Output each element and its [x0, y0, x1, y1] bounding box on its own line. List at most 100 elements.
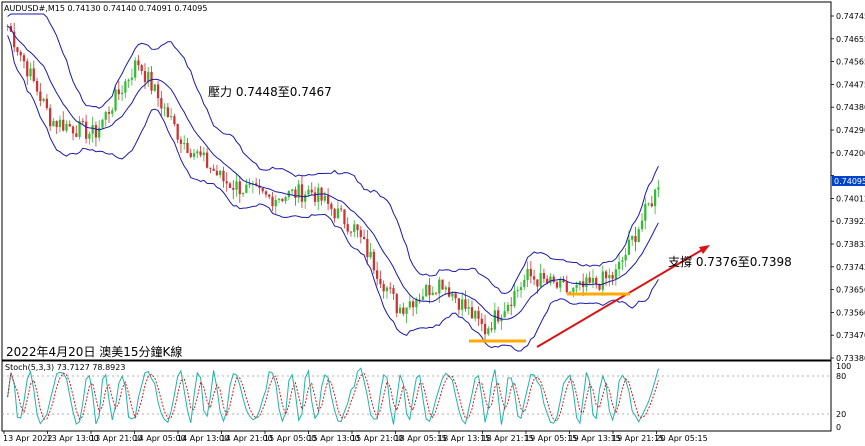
candle-body — [313, 192, 317, 202]
candle-body — [601, 271, 604, 290]
candle-body — [454, 293, 457, 299]
candle-body — [192, 153, 196, 157]
candle-body — [431, 292, 434, 296]
candle-body — [173, 116, 176, 124]
candle-body — [529, 268, 532, 277]
candle-body — [189, 152, 192, 157]
candle-body — [402, 307, 405, 314]
support-annotation: 支撐 0.7376至0.7398 — [668, 255, 792, 269]
candle-body — [176, 123, 179, 140]
time-tick-label: 19 Apr 21:15 — [612, 434, 664, 443]
candle-body — [362, 236, 366, 239]
candle-body — [657, 187, 660, 190]
candle-body — [532, 276, 536, 280]
time-tick-label: 14 Apr 13:00 — [177, 434, 229, 443]
stoch-tick-20: 20 — [836, 410, 846, 419]
candle-body — [637, 229, 640, 242]
candle-body — [634, 236, 637, 242]
candle-body — [585, 277, 588, 288]
price-tick-label: 0.73832 — [836, 240, 865, 249]
candle-body — [411, 301, 415, 308]
current-price-flag — [832, 176, 865, 186]
candle-body — [389, 287, 392, 289]
candle-body — [271, 196, 274, 207]
candle-body — [71, 126, 75, 134]
candle-body — [346, 224, 349, 232]
time-tick-label: 15 Apr 21:00 — [351, 434, 403, 443]
candle-body — [124, 81, 127, 93]
candle-body — [503, 311, 506, 318]
candle-body — [166, 107, 169, 118]
time-tick-label: 18 Apr 21:15 — [482, 434, 534, 443]
candle-body — [111, 110, 114, 114]
candle-body — [621, 260, 624, 262]
candle-body — [617, 261, 621, 270]
candle-body — [595, 277, 598, 285]
candle-body — [62, 119, 65, 131]
candle-body — [94, 125, 98, 138]
candle-body — [140, 65, 143, 72]
candle-body — [205, 152, 209, 168]
time-tick-label: 15 Apr 05:00 — [264, 434, 316, 443]
candle-body — [467, 307, 470, 309]
candle-body — [248, 184, 251, 186]
time-tick-label: 13 Apr 2022 — [3, 434, 52, 443]
bollinger-bands — [7, 13, 659, 352]
time-tick-label: 18 Apr 13:15 — [438, 434, 490, 443]
candle-body — [418, 299, 421, 301]
candle-body — [75, 133, 78, 137]
candle-body — [186, 142, 189, 153]
candle-body — [101, 119, 104, 128]
candle-body — [343, 209, 346, 225]
candle-body — [555, 282, 559, 288]
candle-body — [614, 269, 617, 279]
time-tick-label: 15 Apr 13:00 — [308, 434, 360, 443]
candle-body — [143, 71, 147, 83]
candle-body — [323, 195, 326, 201]
candle-body — [631, 236, 634, 240]
candle-body — [559, 279, 562, 288]
candle-body — [310, 189, 313, 193]
stoch-label: Stoch(5,3,3) 73.7127 78.8923 — [5, 363, 125, 372]
candle-body — [120, 92, 124, 95]
candle-body — [245, 184, 248, 193]
time-tick-label: 13 Apr 13:00 — [47, 434, 99, 443]
candle-body — [22, 55, 26, 62]
candle-body — [565, 281, 568, 293]
candle-body — [425, 284, 428, 297]
candle-body — [568, 291, 572, 293]
candle-body — [549, 276, 552, 284]
candle-body — [163, 107, 166, 109]
support-arrowhead — [699, 245, 710, 254]
candle-body — [255, 183, 258, 186]
candle-body — [461, 299, 464, 310]
candle-body — [395, 293, 398, 314]
candle-body — [91, 125, 94, 134]
candle-body — [490, 328, 493, 330]
candle-body — [160, 98, 163, 109]
candle-body — [199, 151, 202, 156]
candle-body — [598, 284, 601, 290]
candle-body — [19, 51, 22, 56]
price-tick-label: 0.73922 — [836, 217, 865, 226]
candle-body — [107, 111, 111, 114]
candle-body — [653, 189, 657, 207]
candle-body — [470, 307, 474, 319]
candle-body — [49, 108, 52, 127]
stoch-tick-80: 80 — [836, 372, 846, 381]
candle-body — [281, 198, 284, 202]
candle-body — [428, 284, 431, 296]
candle-body — [26, 61, 29, 77]
candle-body — [81, 121, 84, 123]
candle-body — [225, 181, 228, 184]
stoch-tick-100: 100 — [836, 362, 851, 371]
candle-body — [304, 194, 307, 202]
candle-body — [297, 184, 300, 198]
candle-body — [434, 292, 438, 294]
candle-body — [147, 71, 150, 83]
candle-body — [290, 189, 294, 192]
candle-body — [179, 139, 183, 144]
candle-body — [32, 68, 35, 81]
candle-body — [52, 120, 55, 127]
